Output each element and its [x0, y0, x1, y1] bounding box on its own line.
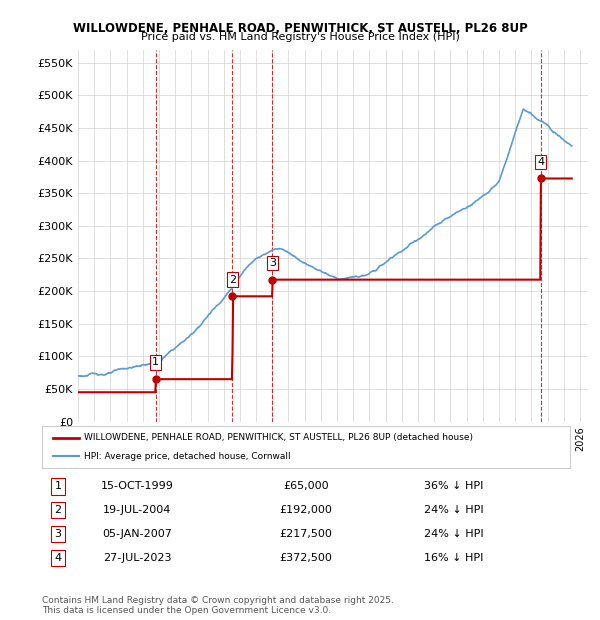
Text: 3: 3 [55, 529, 61, 539]
Text: This data is licensed under the Open Government Licence v3.0.: This data is licensed under the Open Gov… [42, 606, 331, 616]
Text: HPI: Average price, detached house, Cornwall: HPI: Average price, detached house, Corn… [84, 452, 291, 461]
Text: WILLOWDENE, PENHALE ROAD, PENWITHICK, ST AUSTELL, PL26 8UP (detached house): WILLOWDENE, PENHALE ROAD, PENWITHICK, ST… [84, 433, 473, 442]
Text: 15-OCT-1999: 15-OCT-1999 [101, 481, 173, 491]
Text: 36% ↓ HPI: 36% ↓ HPI [424, 481, 484, 491]
Text: 24% ↓ HPI: 24% ↓ HPI [424, 505, 484, 515]
Text: 2: 2 [54, 505, 61, 515]
Text: 27-JUL-2023: 27-JUL-2023 [103, 553, 171, 563]
Text: 05-JAN-2007: 05-JAN-2007 [102, 529, 172, 539]
Text: Contains HM Land Registry data © Crown copyright and database right 2025.: Contains HM Land Registry data © Crown c… [42, 596, 394, 606]
Text: 4: 4 [54, 553, 61, 563]
Text: £217,500: £217,500 [280, 529, 332, 539]
Text: 16% ↓ HPI: 16% ↓ HPI [424, 553, 484, 563]
Text: 19-JUL-2004: 19-JUL-2004 [103, 505, 171, 515]
Text: £192,000: £192,000 [280, 505, 332, 515]
Text: WILLOWDENE, PENHALE ROAD, PENWITHICK, ST AUSTELL, PL26 8UP: WILLOWDENE, PENHALE ROAD, PENWITHICK, ST… [73, 22, 527, 35]
Text: £65,000: £65,000 [283, 481, 329, 491]
Text: 1: 1 [55, 481, 61, 491]
Text: 2: 2 [229, 275, 236, 285]
Text: 24% ↓ HPI: 24% ↓ HPI [424, 529, 484, 539]
Text: £372,500: £372,500 [280, 553, 332, 563]
Text: 4: 4 [537, 157, 544, 167]
Text: 1: 1 [152, 358, 159, 368]
Text: 3: 3 [269, 258, 276, 268]
Text: Price paid vs. HM Land Registry's House Price Index (HPI): Price paid vs. HM Land Registry's House … [140, 32, 460, 42]
